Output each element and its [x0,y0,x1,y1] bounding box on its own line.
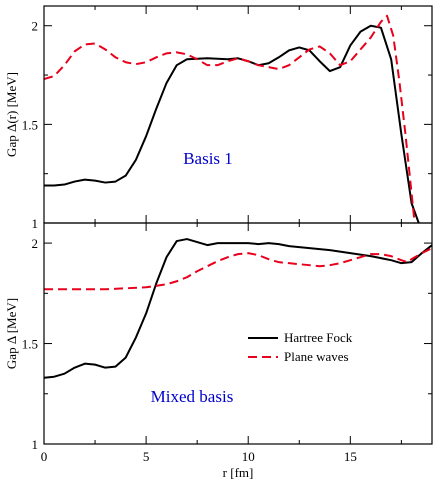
series-line-hartree-fock [44,238,432,379]
x-tick-label: 0 [41,449,48,464]
panel-mixed-basis: 1 1.5 2 0 5 10 15 r [fm] Gap Δ [MeV] Mixed basis H… [4,222,433,480]
y-tick-label: 2 [32,236,39,251]
series-line-plane-waves [44,14,416,223]
y-axis-label: Gap Δ [MeV] [4,298,19,369]
legend-label: Plane waves [284,349,349,364]
x-tick-label: 5 [143,449,150,464]
y-axis-label: Gap Δ(r) [MeV] [4,72,19,157]
panel-annotation: Basis 1 [183,149,233,168]
panel-annotation: Mixed basis [151,387,234,406]
plot-frame [43,5,433,224]
y-tick-label: 1 [32,216,39,231]
series-line-hartree-fock [44,24,420,223]
legend-label: Hartree Fock [284,330,353,345]
y-tick-label: 1.5 [22,337,38,352]
y-tick-label: 1.5 [22,117,38,132]
series-line-plane-waves [44,247,432,291]
x-tick-label: 10 [242,449,255,464]
x-axis-label: r [fm] [223,465,254,480]
plot-frame [43,222,433,445]
y-tick-label: 1 [32,437,39,452]
y-tick-label: 2 [32,19,39,34]
x-tick-label: 15 [344,449,357,464]
panel-basis-1: 1 1.5 2 Gap Δ(r) [MeV] Basis 1 [4,5,433,231]
